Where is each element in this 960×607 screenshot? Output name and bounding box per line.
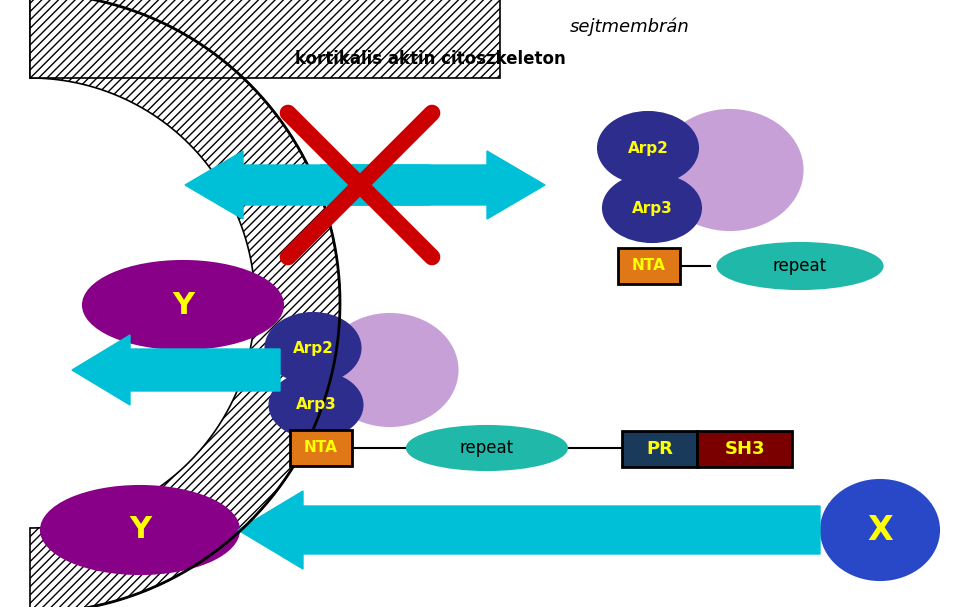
Text: X: X <box>867 514 893 546</box>
Ellipse shape <box>83 261 283 349</box>
Bar <box>618 248 680 284</box>
Polygon shape <box>185 151 430 219</box>
Text: kortikális aktin citoszkeleton: kortikális aktin citoszkeleton <box>295 50 565 68</box>
Text: Y: Y <box>129 515 151 544</box>
Text: Arp2: Arp2 <box>628 140 668 155</box>
Text: NTA: NTA <box>632 259 666 274</box>
Ellipse shape <box>603 174 701 242</box>
Text: repeat: repeat <box>460 439 514 457</box>
Text: NTA: NTA <box>304 441 338 455</box>
Text: sejtmembrán: sejtmembrán <box>570 18 690 36</box>
Polygon shape <box>72 335 280 405</box>
Text: repeat: repeat <box>773 257 828 275</box>
Ellipse shape <box>407 426 567 470</box>
Polygon shape <box>320 151 545 219</box>
Ellipse shape <box>323 314 458 426</box>
Text: Arp3: Arp3 <box>296 398 336 413</box>
Ellipse shape <box>598 112 698 184</box>
Ellipse shape <box>41 486 239 574</box>
Text: Arp3: Arp3 <box>632 200 672 215</box>
Ellipse shape <box>821 480 939 580</box>
Ellipse shape <box>270 372 363 438</box>
Text: Arp2: Arp2 <box>293 341 333 356</box>
Polygon shape <box>30 0 500 78</box>
Ellipse shape <box>658 110 803 230</box>
Bar <box>622 431 697 467</box>
Bar <box>697 431 792 467</box>
Text: SH3: SH3 <box>724 440 765 458</box>
Text: PR: PR <box>646 440 673 458</box>
Polygon shape <box>30 0 340 607</box>
Bar <box>290 430 352 466</box>
Polygon shape <box>238 491 820 569</box>
Ellipse shape <box>266 313 361 383</box>
Text: Y: Y <box>172 291 194 319</box>
Ellipse shape <box>717 243 882 289</box>
